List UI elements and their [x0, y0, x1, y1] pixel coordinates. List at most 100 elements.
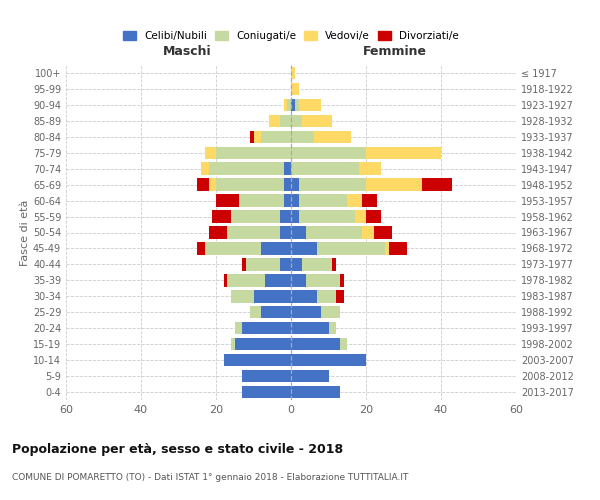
Bar	[373, 226, 392, 238]
Bar	[366, 178, 422, 191]
Bar	[261, 242, 291, 254]
Bar	[299, 98, 321, 111]
Bar	[280, 114, 291, 127]
Bar	[235, 322, 242, 334]
Bar	[209, 162, 284, 175]
Bar	[254, 290, 291, 302]
Bar	[287, 98, 291, 111]
Bar	[291, 210, 299, 223]
Bar	[291, 322, 329, 334]
Bar	[223, 354, 291, 366]
Bar	[242, 258, 246, 270]
Bar	[295, 98, 299, 111]
Bar	[340, 274, 343, 286]
Bar	[291, 98, 295, 111]
Bar	[291, 242, 317, 254]
Bar	[299, 194, 347, 207]
Bar	[205, 242, 261, 254]
Bar	[291, 226, 306, 238]
Bar	[340, 338, 347, 350]
Bar	[291, 338, 340, 350]
Bar	[284, 98, 287, 111]
Bar	[291, 370, 329, 382]
Bar	[347, 194, 362, 207]
Bar	[209, 226, 227, 238]
Bar	[299, 210, 355, 223]
Bar	[332, 258, 336, 270]
Bar	[223, 274, 227, 286]
Bar	[366, 210, 381, 223]
Bar	[227, 274, 265, 286]
Bar	[261, 130, 291, 143]
Bar	[306, 226, 362, 238]
Bar	[306, 274, 340, 286]
Bar	[317, 290, 336, 302]
Bar	[280, 226, 291, 238]
Bar	[216, 178, 284, 191]
Bar	[317, 242, 385, 254]
Bar	[329, 322, 336, 334]
Bar	[212, 210, 231, 223]
Bar	[242, 386, 291, 398]
Bar	[231, 290, 254, 302]
Bar	[250, 306, 261, 318]
Bar	[355, 210, 366, 223]
Bar	[299, 178, 366, 191]
Text: Maschi: Maschi	[163, 46, 212, 59]
Text: COMUNE DI POMARETTO (TO) - Dati ISTAT 1° gennaio 2018 - Elaborazione TUTTITALIA.: COMUNE DI POMARETTO (TO) - Dati ISTAT 1°…	[12, 472, 409, 482]
Bar	[242, 322, 291, 334]
Bar	[291, 354, 366, 366]
Bar	[291, 114, 302, 127]
Bar	[216, 194, 239, 207]
Bar	[291, 82, 299, 95]
Text: Femmine: Femmine	[362, 46, 427, 59]
Bar	[197, 242, 205, 254]
Bar	[422, 178, 452, 191]
Bar	[254, 130, 261, 143]
Bar	[269, 114, 280, 127]
Bar	[291, 290, 317, 302]
Bar	[235, 338, 291, 350]
Text: Popolazione per età, sesso e stato civile - 2018: Popolazione per età, sesso e stato civil…	[12, 442, 343, 456]
Bar	[242, 370, 291, 382]
Bar	[291, 258, 302, 270]
Bar	[291, 130, 314, 143]
Bar	[284, 178, 291, 191]
Bar	[265, 274, 291, 286]
Bar	[197, 178, 209, 191]
Bar	[314, 130, 351, 143]
Bar	[302, 114, 332, 127]
Bar	[291, 67, 295, 79]
Bar	[205, 146, 216, 159]
Bar	[231, 338, 235, 350]
Bar	[239, 194, 284, 207]
Bar	[359, 162, 381, 175]
Bar	[231, 210, 280, 223]
Bar	[284, 194, 291, 207]
Bar	[291, 274, 306, 286]
Bar	[389, 242, 407, 254]
Bar	[227, 226, 280, 238]
Bar	[216, 146, 291, 159]
Bar	[366, 146, 441, 159]
Bar	[385, 242, 389, 254]
Bar	[291, 178, 299, 191]
Bar	[362, 194, 377, 207]
Bar	[291, 306, 321, 318]
Bar	[246, 258, 280, 270]
Bar	[302, 258, 332, 270]
Bar	[362, 226, 373, 238]
Bar	[250, 130, 254, 143]
Bar	[336, 290, 343, 302]
Bar	[284, 162, 291, 175]
Bar	[321, 306, 340, 318]
Bar	[291, 146, 366, 159]
Bar	[280, 210, 291, 223]
Bar	[261, 306, 291, 318]
Legend: Celibi/Nubili, Coniugati/e, Vedovi/e, Divorziati/e: Celibi/Nubili, Coniugati/e, Vedovi/e, Di…	[119, 26, 463, 45]
Y-axis label: Fasce di età: Fasce di età	[20, 200, 30, 266]
Bar	[280, 258, 291, 270]
Bar	[291, 162, 359, 175]
Bar	[291, 386, 340, 398]
Bar	[209, 178, 216, 191]
